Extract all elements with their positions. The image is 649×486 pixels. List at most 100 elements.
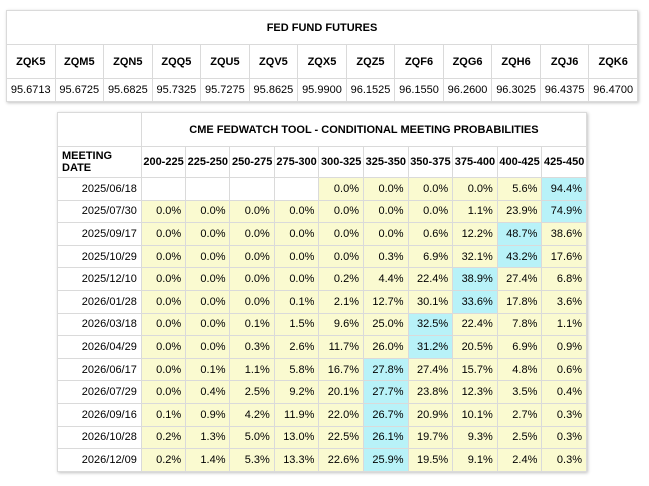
probability-cell: 0.0% <box>140 244 187 269</box>
probability-cell <box>273 177 320 201</box>
probability-cell: 12.2% <box>452 222 498 246</box>
meeting-row: 2026/03/18 0.0% 0.0% 0.1% 1.5% 9.6% 25.0% 32.5%… <box>57 312 587 337</box>
rate-range-header: 200-225 <box>140 146 187 178</box>
probability-cell: 0.0% <box>362 177 409 201</box>
probability-cell: 0.0% <box>318 177 364 201</box>
probability-cell: 30.1% <box>407 289 454 314</box>
probability-cell: 1.1% <box>541 312 587 337</box>
probability-cell: 1.1% <box>229 357 275 382</box>
futures-price: 96.2600 <box>442 78 493 102</box>
futures-price: 95.7275 <box>200 78 250 102</box>
meeting-row: 2026/10/28 0.2% 1.3% 5.0% 13.0% 22.5% 26.1% 19.… <box>57 425 587 450</box>
meeting-date: 2026/09/16 <box>57 402 142 427</box>
probability-cell: 12.7% <box>362 289 409 314</box>
probability-cell: 20.5% <box>452 335 498 359</box>
futures-symbol: ZQQ5 <box>151 44 202 79</box>
probability-cell: 13.3% <box>273 448 320 472</box>
probability-cell: 17.8% <box>496 289 543 314</box>
probability-cell: 0.0% <box>229 267 275 291</box>
probability-cell: 0.0% <box>185 222 231 246</box>
probability-cell: 2.5% <box>496 425 543 450</box>
probability-cell: 0.9% <box>185 402 231 427</box>
futures-price: 96.4375 <box>539 78 590 102</box>
probability-cell: 1.1% <box>452 199 498 224</box>
probability-cell: 0.0% <box>229 222 275 246</box>
meeting-row: 2026/12/09 0.2% 1.4% 5.3% 13.3% 22.6% 25.9% 19.… <box>57 448 587 472</box>
probability-cell: 5.8% <box>273 357 320 382</box>
probability-cell: 27.4% <box>407 357 454 382</box>
probability-cell: 0.0% <box>140 289 187 314</box>
probability-cell: 23.8% <box>407 380 454 404</box>
probability-cell: 7.8% <box>496 312 543 337</box>
table-corner <box>57 112 142 147</box>
probability-cell: 0.2% <box>318 267 364 291</box>
probability-cell: 0.0% <box>229 199 275 224</box>
probability-cell: 33.6% <box>452 289 498 314</box>
probability-cell: 27.8% <box>362 357 409 382</box>
probability-cell: 9.1% <box>452 448 498 472</box>
meeting-date: 2025/07/30 <box>57 199 142 224</box>
meeting-date: 2025/06/18 <box>57 177 142 201</box>
meeting-row: 2025/09/17 0.0% 0.0% 0.0% 0.0% 0.0% 0.0% 0.6% 12… <box>57 222 587 246</box>
rate-range-header: 250-275 <box>229 146 275 178</box>
probability-cell: 0.1% <box>185 357 231 382</box>
meeting-row: 2026/04/29 0.0% 0.0% 0.3% 2.6% 11.7% 26.0% 31.2… <box>57 335 587 359</box>
rate-range-header: 375-400 <box>452 146 498 178</box>
probability-cell: 2.4% <box>496 448 543 472</box>
probability-cell: 2.6% <box>273 335 320 359</box>
futures-prices-row: 95.6713 95.6725 95.6825 95.7325 95.7275 95.86… <box>6 78 638 102</box>
probability-cell: 0.0% <box>140 380 187 404</box>
probability-cell: 0.2% <box>140 448 187 472</box>
futures-symbol: ZQN5 <box>103 44 153 79</box>
probability-cell: 0.9% <box>541 335 587 359</box>
probability-cell: 31.2% <box>407 335 454 359</box>
probability-cell: 0.0% <box>273 199 320 224</box>
futures-symbol: ZQG6 <box>442 44 493 79</box>
probability-cell: 32.1% <box>452 244 498 269</box>
rate-range-header: 400-425 <box>496 146 543 178</box>
futures-symbol: ZQU5 <box>200 44 250 79</box>
probability-cell: 74.9% <box>541 199 587 224</box>
futures-symbols-row: ZQK5 ZQM5 ZQN5 ZQQ5 ZQU5 ZQV5 ZQX5 ZQZ5 ZQF6 ZQG6… <box>6 44 638 79</box>
probability-cell: 22.0% <box>318 402 364 427</box>
meeting-date: 2025/10/29 <box>57 244 142 269</box>
futures-price: 95.6725 <box>54 78 105 102</box>
probability-cell <box>140 177 187 201</box>
probability-cell: 23.9% <box>496 199 543 224</box>
probability-cell: 25.0% <box>362 312 409 337</box>
probability-cell: 0.0% <box>229 289 275 314</box>
probability-cell: 0.0% <box>140 312 187 337</box>
probability-cell: 2.1% <box>318 289 364 314</box>
probability-cell: 22.5% <box>318 425 364 450</box>
futures-title: FED FUND FUTURES <box>6 10 638 45</box>
probability-cell: 0.0% <box>185 199 231 224</box>
futures-price: 95.9900 <box>297 78 347 102</box>
probability-cell: 48.7% <box>496 222 543 246</box>
rate-range-header: 275-300 <box>273 146 320 178</box>
probability-cell <box>229 177 275 201</box>
probability-cell: 0.0% <box>185 267 231 291</box>
probability-cell: 1.3% <box>185 425 231 450</box>
meeting-date: 2026/07/29 <box>57 380 142 404</box>
meeting-date: 2026/01/28 <box>57 289 142 314</box>
probability-cell: 0.0% <box>362 199 409 224</box>
probability-cell: 10.1% <box>452 402 498 427</box>
futures-price: 95.7325 <box>151 78 202 102</box>
probability-cell: 0.0% <box>407 199 454 224</box>
probability-cell: 0.2% <box>140 425 187 450</box>
futures-symbol: ZQK5 <box>6 44 56 79</box>
probability-cell: 38.9% <box>452 267 498 291</box>
probability-cell: 0.0% <box>185 335 231 359</box>
probability-cell: 11.9% <box>273 402 320 427</box>
probability-cell: 0.0% <box>229 244 275 269</box>
probability-cell: 9.6% <box>318 312 364 337</box>
probability-cell: 0.4% <box>541 380 587 404</box>
meeting-row: 2026/06/17 0.0% 0.1% 1.1% 5.8% 16.7% 27.8% 27.4… <box>57 357 587 382</box>
probability-cell: 38.6% <box>541 222 587 246</box>
probability-cell: 4.8% <box>496 357 543 382</box>
probability-cell: 0.6% <box>541 357 587 382</box>
probability-cell: 3.6% <box>541 289 587 314</box>
meeting-date: 2026/10/28 <box>57 425 142 450</box>
probability-cell: 4.4% <box>362 267 409 291</box>
meeting-row: 2026/01/28 0.0% 0.0% 0.0% 0.1% 2.1% 12.7% 30.1%… <box>57 289 587 314</box>
